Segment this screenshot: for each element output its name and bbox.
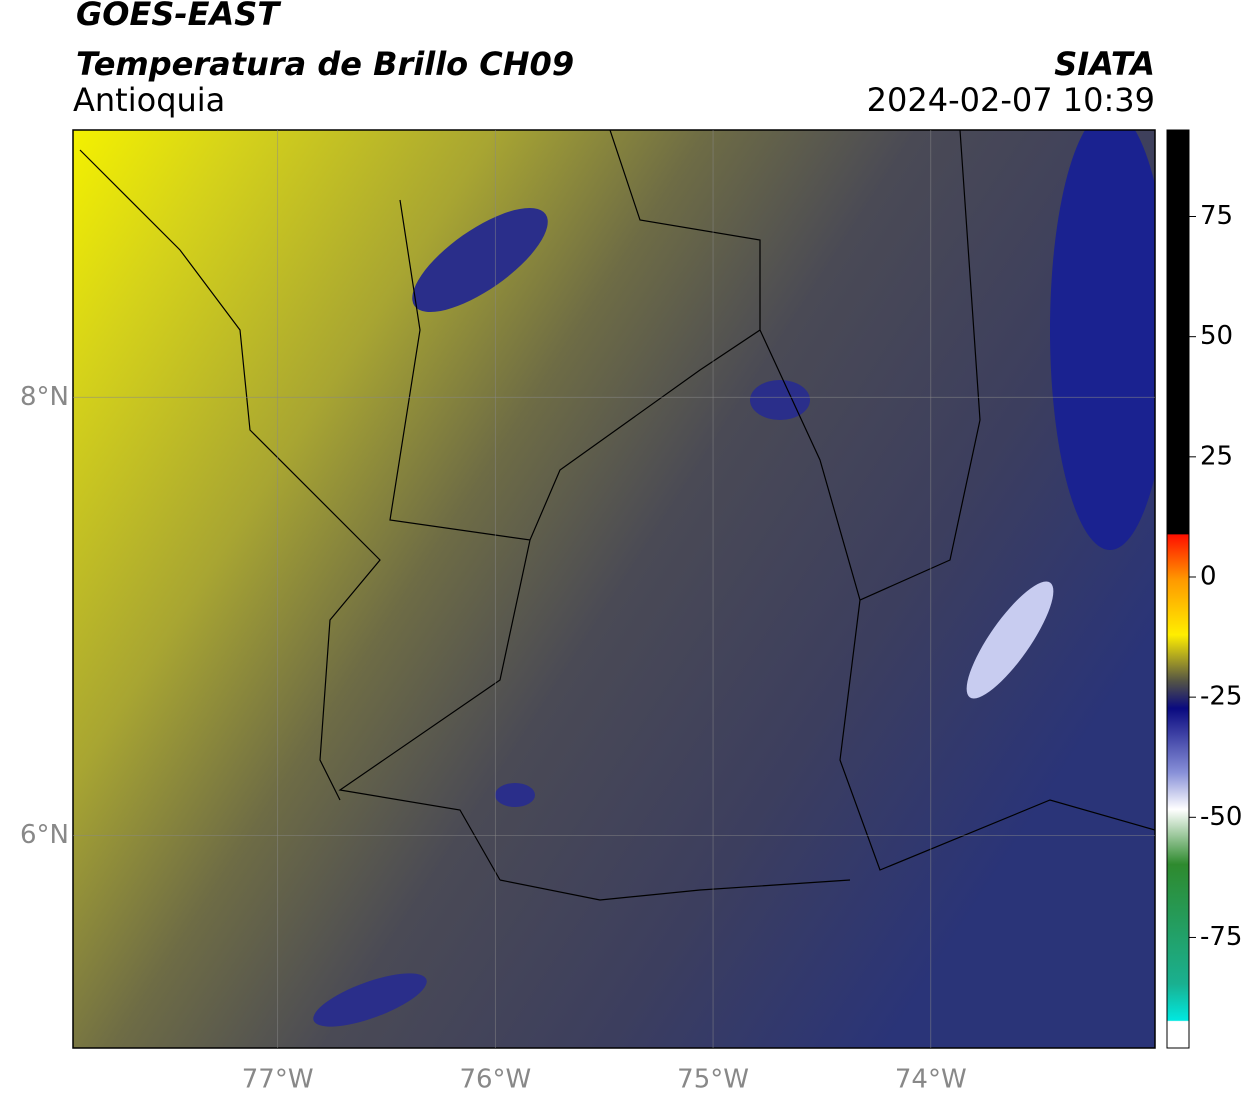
colorbar-tick-label: -50: [1200, 802, 1242, 832]
map-frame: [72, 129, 1156, 1049]
colorbar-tick-label: -75: [1200, 922, 1242, 952]
title: GOES-EAST: [76, 0, 281, 33]
colorbar: [1166, 129, 1190, 1049]
map: [73, 130, 1155, 1048]
boundary: [79, 130, 1155, 901]
x-tick-label: 75°W: [677, 1065, 749, 1095]
x-tick-label: 74°W: [895, 1065, 967, 1095]
colorbar-tick-label: 0: [1200, 561, 1217, 591]
cloud: [1050, 130, 1155, 550]
colorbar-tick-label: 50: [1200, 321, 1233, 351]
cloud: [966, 581, 1054, 699]
source: SIATA: [1054, 45, 1155, 83]
colorbar-tick-label: 75: [1200, 201, 1233, 231]
colorbar-tick-label: 25: [1200, 441, 1233, 471]
region: Antioquia: [73, 81, 225, 119]
subtitle: Temperatura de Brillo CH09: [76, 45, 574, 83]
datetime: 2024-02-07 10:39: [867, 81, 1155, 119]
y-tick-label: 8°N: [20, 382, 69, 412]
x-tick-label: 77°W: [242, 1065, 314, 1095]
cloud: [495, 783, 535, 807]
cloud: [313, 973, 427, 1027]
cloud: [412, 207, 548, 313]
y-tick-label: 6°N: [20, 820, 69, 850]
x-tick-label: 76°W: [459, 1065, 531, 1095]
map-field: [73, 130, 1155, 1048]
cloud: [750, 380, 810, 420]
colorbar-tick-label: -25: [1200, 682, 1242, 712]
